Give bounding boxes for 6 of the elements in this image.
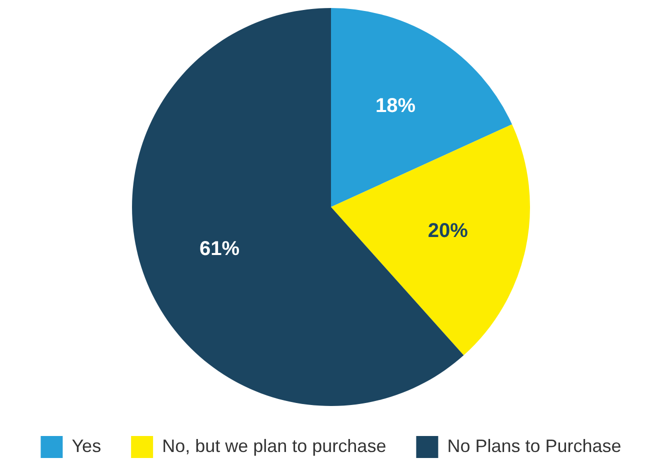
legend-label: Yes [72,436,102,456]
data-label: 20% [428,220,468,242]
data-label: 61% [199,238,240,260]
legend-label: No Plans to Purchase [447,436,622,456]
legend-label: No, but we plan to purchase [162,436,386,456]
data-label: 18% [376,95,416,118]
